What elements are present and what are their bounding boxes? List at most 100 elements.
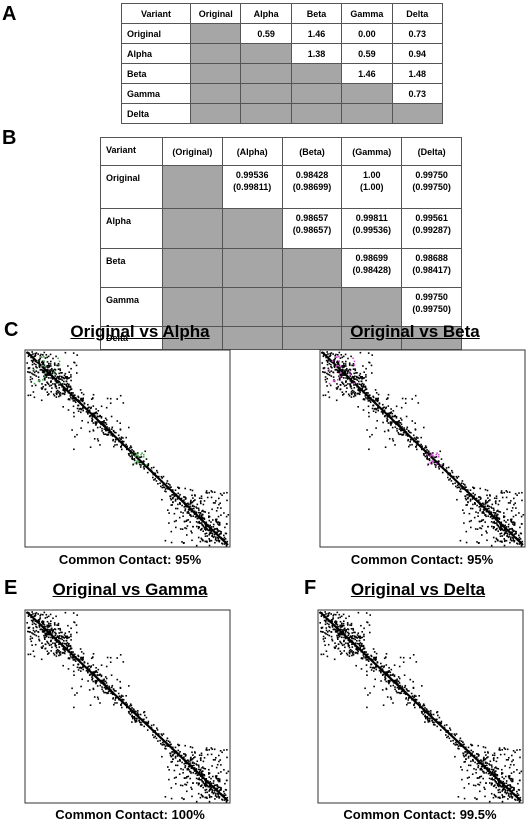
score-value: 0.99750 (415, 292, 448, 302)
table-b-cell: 0.99750 (0.99750) (401, 287, 462, 327)
table-b-cell: 0.98688 (0.98417) (401, 248, 462, 288)
table-a-row-label: Delta (121, 103, 191, 124)
table-a-cell: 0.73 (391, 23, 444, 44)
table-a-row-label: Alpha (121, 43, 191, 64)
plot-caption-f: Common Contact: 99.5% (343, 807, 497, 822)
table-a-cell (391, 103, 444, 124)
panel-label-b: B (2, 127, 17, 149)
rmsd-table: Variant Original Alpha Beta Gamma Delta Origin… (121, 3, 444, 124)
table-a-row: Alpha 1.38 0.59 0.94 (121, 43, 444, 64)
table-a-row: Beta 1.46 1.48 (121, 63, 444, 84)
table-b-cell (221, 326, 283, 350)
contact-map-c (24, 349, 231, 548)
table-b-cell (221, 248, 283, 288)
table-b-cell: 0.99561 (0.99287) (401, 208, 462, 249)
table-a-header-row: Variant Original Alpha Beta Gamma Delta (121, 3, 444, 24)
table-b-row-label: Original (100, 165, 163, 209)
score-value: 0.98428 (295, 170, 329, 180)
score-value: 1.00 (363, 170, 381, 180)
score-value-alt: (0.98417) (412, 265, 451, 275)
table-b-row-label: Gamma (100, 287, 163, 327)
table-a-cell: 0.94 (391, 43, 444, 64)
table-b-cell (162, 165, 223, 209)
table-a-cell (341, 83, 393, 104)
panel-label-c: C (4, 319, 19, 341)
plot-title-f: Original vs Delta (350, 580, 486, 599)
score-value-alt: (0.99750) (412, 304, 451, 314)
plot-title-d: Original vs Beta (350, 322, 480, 341)
table-b-header-cell: (Alpha) (221, 137, 283, 166)
table-b-cell: 0.99750 (0.99750) (401, 165, 462, 209)
score-value-alt: (0.99536) (352, 225, 392, 235)
contact-dots (26, 611, 230, 803)
score-value: 0.98699 (355, 253, 389, 263)
table-b-header-cell: (Delta) (401, 137, 462, 166)
table-a-cell: 0.59 (341, 43, 393, 64)
contact-map-e (24, 609, 231, 804)
table-b-cell: 0.99811 (0.99536) (341, 208, 403, 249)
table-a-cell: 0.00 (341, 23, 393, 44)
table-b-header-cell: Variant (100, 137, 163, 166)
table-b-row: Beta 0.98699 (0.98428) 0.98688 (0.98417) (100, 248, 462, 288)
table-a-cell: 1.46 (341, 63, 393, 84)
score-value: 0.99811 (355, 213, 388, 223)
score-value-alt: (0.99287) (412, 225, 451, 235)
table-a-cell (189, 63, 242, 84)
table-b-cell (281, 326, 343, 350)
plot-caption-d: Common Contact: 95% (350, 552, 494, 567)
table-b-cell (162, 287, 223, 327)
table-b-row-label: Delta (100, 326, 163, 350)
table-a-cell (189, 103, 242, 124)
contact-dots (321, 351, 525, 547)
score-value: 0.98688 (415, 253, 448, 263)
contact-map-f (317, 609, 524, 804)
table-b-cell: 0.98428 (0.98699) (281, 165, 343, 209)
table-a-row-label: Original (121, 23, 191, 44)
table-a-cell (240, 63, 292, 84)
table-a-header-cell: Original (189, 3, 242, 24)
table-b-cell (341, 326, 403, 350)
table-b-header-cell: (Beta) (281, 137, 343, 166)
score-value: 0.98657 (295, 213, 329, 223)
table-a-cell (240, 103, 292, 124)
table-b-row: Original 0.99536 (0.99811) 0.98428 (0.98699)… (100, 165, 462, 209)
table-b-cell (281, 287, 343, 327)
score-value: 0.99536 (235, 170, 269, 180)
table-a-row: Delta (121, 103, 444, 124)
panel-label-e: E (4, 577, 18, 599)
table-b-cell (221, 208, 283, 249)
table-b-row: Delta (100, 326, 462, 350)
table-a-cell (341, 103, 393, 124)
table-a-cell: 0.73 (391, 83, 444, 104)
table-b-header-row: Variant (Original) (Alpha) (Beta) (Gamma) (De… (100, 137, 462, 166)
score-value-alt: (0.99811) (233, 182, 272, 192)
table-a-cell (240, 83, 292, 104)
table-a-cell: 1.38 (290, 43, 343, 64)
contact-dots (26, 351, 230, 547)
table-a-row: Gamma 0.73 (121, 83, 444, 104)
table-a-cell (189, 23, 242, 44)
table-b-cell (341, 287, 403, 327)
table-b-row: Alpha 0.98657 (0.98657) 0.99811 (0.99536) 0.9… (100, 208, 462, 249)
table-b-cell (401, 326, 462, 350)
table-a-cell (290, 83, 343, 104)
table-a-cell (290, 103, 343, 124)
table-b-cell (221, 287, 283, 327)
score-value-alt: (0.98699) (292, 182, 332, 192)
contact-map-d (319, 349, 526, 548)
panel-label-f: F (304, 577, 317, 599)
table-b-cell (281, 248, 343, 288)
table-a-header-cell: Gamma (341, 3, 393, 24)
table-b-header-cell: (Original) (162, 137, 223, 166)
panel-label-a: A (2, 3, 17, 25)
table-b-row: Gamma 0.99750 (0.99750) (100, 287, 462, 327)
table-a-cell (189, 83, 242, 104)
table-a-cell (240, 43, 292, 64)
score-value-alt: (1.00) (360, 182, 384, 192)
table-b-row-label: Beta (100, 248, 163, 288)
table-a-cell: 1.48 (391, 63, 444, 84)
table-b-cell: 0.99536 (0.99811) (221, 165, 283, 209)
table-b-cell (162, 248, 223, 288)
table-b-cell: 0.98699 (0.98428) (341, 248, 403, 288)
table-b-cell (162, 208, 223, 249)
